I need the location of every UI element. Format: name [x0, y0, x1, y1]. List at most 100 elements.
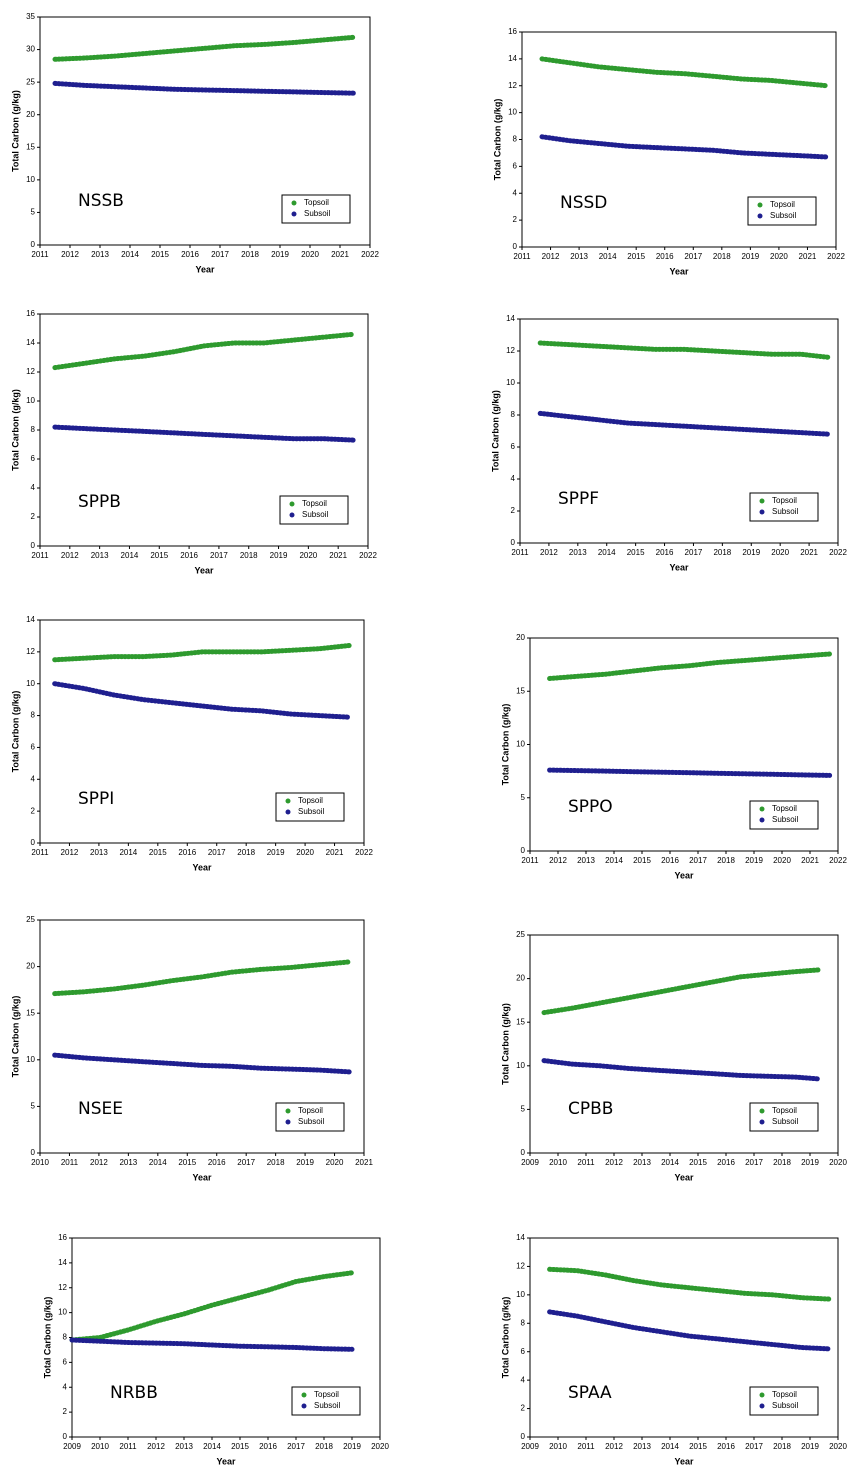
x-tick-label: 2011	[521, 856, 539, 865]
series-line	[52, 80, 358, 96]
x-tick-label: 2013	[175, 1442, 193, 1451]
y-axis-label: Total Carbon (g/kg)	[500, 1297, 510, 1379]
series-line	[52, 681, 352, 720]
y-tick-label: 12	[508, 81, 517, 90]
x-tick-label: 2010	[91, 1442, 109, 1451]
x-tick-label: 2016	[259, 1442, 277, 1451]
legend-marker	[285, 1119, 291, 1125]
y-tick-label: 0	[31, 541, 36, 550]
series-line	[547, 767, 833, 778]
y-tick-label: 15	[516, 686, 525, 695]
x-tick-label: 2010	[549, 1442, 567, 1451]
y-tick-label: 35	[26, 12, 35, 21]
legend-label: Topsoil	[302, 499, 327, 508]
x-tick-label: 2017	[689, 856, 707, 865]
x-tick-label: 2019	[343, 1442, 361, 1451]
x-tick-label: 2016	[661, 856, 679, 865]
x-tick-label: 2022	[359, 551, 377, 560]
y-tick-label: 6	[511, 442, 516, 451]
legend-marker	[285, 809, 291, 815]
x-tick-label: 2021	[331, 250, 349, 259]
chart-panel: 0 2 4 6 8 10 12 14 2011 2012 2013 2014 2015 2016 2017 2…	[490, 314, 847, 572]
panel-label: SPPF	[558, 489, 599, 509]
y-tick-label: 4	[521, 1375, 526, 1384]
legend-marker	[285, 798, 291, 804]
legend-label: Subsoil	[770, 211, 796, 220]
y-tick-label: 12	[516, 1262, 525, 1271]
plot-frame	[39, 16, 371, 246]
x-tick-label: 2015	[627, 548, 645, 557]
y-tick-label: 10	[516, 740, 525, 749]
y-tick-label: 6	[63, 1357, 68, 1366]
x-tick-label: 2016	[181, 250, 199, 259]
y-tick-label: 6	[31, 743, 36, 752]
legend-label: Subsoil	[298, 807, 324, 816]
x-axis-label: Year	[674, 1172, 694, 1182]
y-tick-label: 16	[26, 309, 35, 318]
legend-label: Topsoil	[772, 496, 797, 505]
legend-marker	[759, 806, 765, 812]
x-tick-label: 2018	[315, 1442, 333, 1451]
x-tick-label: 2019	[270, 551, 288, 560]
legend-box	[747, 196, 817, 226]
x-axis-label: Year	[195, 264, 215, 274]
series-line	[69, 1337, 355, 1352]
y-tick-label: 14	[26, 615, 35, 624]
y-axis-label: Total Carbon (g/kg)	[492, 99, 502, 181]
x-axis-label: Year	[192, 1172, 212, 1182]
panel-label: SPPB	[78, 492, 121, 512]
legend-label: Topsoil	[298, 796, 323, 805]
x-axis-label: Year	[216, 1456, 236, 1466]
y-tick-label: 10	[516, 1061, 525, 1070]
x-tick-label: 2012	[90, 1158, 108, 1167]
y-tick-label: 15	[516, 1017, 525, 1026]
y-tick-label: 0	[521, 846, 526, 855]
y-tick-label: 30	[26, 45, 35, 54]
x-axis-label: Year	[674, 1456, 694, 1466]
chart-panel: 0 5 10 15 20 25 2009 2010 2011 2012 2013 2014 2015 20…	[500, 930, 847, 1182]
legend-box	[279, 495, 349, 525]
legend-label: Topsoil	[772, 1390, 797, 1399]
x-tick-label: 2022	[827, 252, 845, 261]
y-tick-label: 4	[31, 774, 36, 783]
legend-label: Subsoil	[304, 209, 330, 218]
legend-label: Subsoil	[302, 510, 328, 519]
legend-marker	[291, 200, 297, 206]
x-tick-label: 2011	[31, 551, 49, 560]
legend-label: Subsoil	[772, 815, 798, 824]
x-tick-label: 2012	[605, 1442, 623, 1451]
chart-panel: 0 2 4 6 8 10 12 14 16 2011 2012 2013 2014 2015 2016 201…	[492, 27, 845, 276]
y-axis-label: Total Carbon (g/kg)	[10, 691, 20, 773]
x-tick-label: 2013	[570, 252, 588, 261]
x-tick-label: 2021	[355, 1158, 373, 1167]
x-tick-label: 2013	[577, 856, 595, 865]
series-line	[537, 410, 832, 437]
x-axis-label: Year	[669, 562, 689, 572]
x-tick-label: 2016	[717, 1442, 735, 1451]
x-tick-label: 2014	[661, 1442, 679, 1451]
x-tick-label: 2017	[745, 1442, 763, 1451]
y-tick-label: 4	[63, 1382, 68, 1391]
x-tick-label: 2018	[717, 856, 735, 865]
x-tick-label: 2012	[540, 548, 558, 557]
x-tick-label: 2013	[633, 1442, 651, 1451]
x-tick-label: 2011	[119, 1442, 137, 1451]
x-tick-label: 2012	[61, 551, 79, 560]
legend-box	[281, 194, 351, 224]
y-tick-label: 8	[63, 1333, 68, 1342]
x-tick-label: 2019	[741, 252, 759, 261]
y-tick-label: 8	[31, 425, 36, 434]
legend-marker	[291, 211, 297, 217]
y-tick-label: 10	[26, 396, 35, 405]
x-tick-label: 2020	[326, 1158, 344, 1167]
legend-label: Subsoil	[298, 1117, 324, 1126]
x-tick-label: 2020	[371, 1442, 389, 1451]
panel-label: SPPO	[568, 797, 613, 817]
series-line	[52, 34, 358, 62]
y-axis-label: Total Carbon (g/kg)	[10, 996, 20, 1078]
x-tick-label: 2021	[329, 551, 347, 560]
y-tick-label: 8	[31, 711, 36, 720]
x-tick-label: 2013	[633, 1158, 651, 1167]
y-tick-label: 2	[511, 506, 516, 515]
y-tick-label: 12	[26, 647, 35, 656]
